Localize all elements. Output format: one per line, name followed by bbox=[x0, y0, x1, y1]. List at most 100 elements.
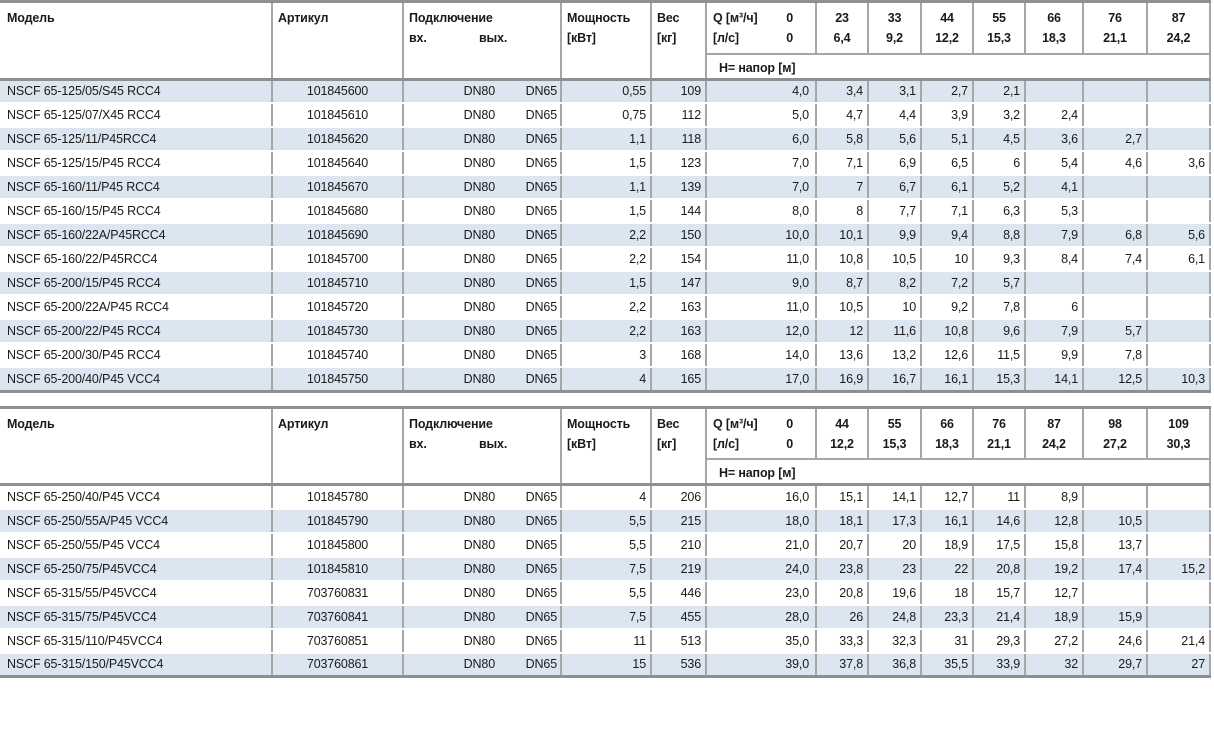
head-value bbox=[1147, 79, 1211, 104]
head-value bbox=[1083, 103, 1148, 128]
table-row: NSCF 65-315/75/P45VCC4 703760841 DN80 DN65 7… bbox=[0, 604, 1211, 630]
head-value: 4,5 bbox=[973, 127, 1026, 152]
head-value: 8,8 bbox=[973, 223, 1026, 248]
article-number: 101845610 bbox=[272, 103, 404, 128]
article-number: 101845740 bbox=[272, 343, 404, 368]
inlet-size: DN80 bbox=[403, 175, 498, 200]
weight-value: 118 bbox=[651, 127, 707, 152]
head-value: 15,3 bbox=[973, 367, 1026, 393]
head-value: 12,6 bbox=[921, 343, 974, 368]
model-name: NSCF 65-250/55A/P45 VCC4 bbox=[0, 508, 273, 534]
head-value bbox=[1083, 295, 1148, 320]
flow-column-header: 98 27,2 bbox=[1083, 407, 1148, 460]
outlet-size: DN65 bbox=[498, 367, 562, 393]
head-value: 33,9 bbox=[973, 652, 1026, 678]
table-row: NSCF 65-160/22A/P45RCC4 101845690 DN80 DN65… bbox=[0, 223, 1211, 248]
head-value: 7,9 bbox=[1025, 319, 1084, 344]
power-label: Мощность bbox=[567, 11, 631, 25]
head-value: 7,8 bbox=[973, 295, 1026, 320]
inlet-size: DN80 bbox=[403, 103, 498, 128]
head-value: 9,3 bbox=[973, 247, 1026, 272]
head-value: 5,1 bbox=[921, 127, 974, 152]
head-value: 6,5 bbox=[921, 151, 974, 176]
head-value: 8,0 bbox=[706, 199, 817, 224]
flow-ls-value: 18,3 bbox=[1042, 31, 1066, 45]
head-value: 5,8 bbox=[816, 127, 869, 152]
head-value: 10,5 bbox=[868, 247, 922, 272]
head-value: 12,5 bbox=[1083, 367, 1148, 393]
head-value: 7,8 bbox=[1083, 343, 1148, 368]
pump-table-nscf-65-125-200: Модель Артикул Подключение вх. вых. Мощн… bbox=[0, 0, 1211, 393]
article-number: 703760831 bbox=[272, 580, 404, 606]
inlet-size: DN80 bbox=[403, 532, 498, 558]
inlet-size: DN80 bbox=[403, 223, 498, 248]
inlet-size: DN80 bbox=[403, 151, 498, 176]
power-value: 2,2 bbox=[561, 295, 652, 320]
head-value: 2,1 bbox=[973, 79, 1026, 104]
flow-ls-label: [л/с] bbox=[713, 436, 739, 451]
head-value: 18,9 bbox=[1025, 604, 1084, 630]
head-value: 14,1 bbox=[1025, 367, 1084, 393]
head-value: 14,6 bbox=[973, 508, 1026, 534]
head-value bbox=[1147, 319, 1211, 344]
flow-column-header: 23 6,4 bbox=[816, 1, 869, 55]
head-value: 5,6 bbox=[1147, 223, 1211, 248]
connection-label: Подключение bbox=[409, 11, 493, 25]
head-value: 14,0 bbox=[706, 343, 817, 368]
outlet-size: DN65 bbox=[498, 652, 562, 678]
outlet-size: DN65 bbox=[498, 151, 562, 176]
head-value: 5,7 bbox=[973, 271, 1026, 296]
table-body: NSCF 65-125/05/S45 RCC4 101845600 DN80 DN65… bbox=[0, 79, 1211, 393]
flow-column-header: 66 18,3 bbox=[1025, 1, 1084, 55]
head-value: 13,6 bbox=[816, 343, 869, 368]
head-value: 33,3 bbox=[816, 628, 869, 654]
weight-value: 150 bbox=[651, 223, 707, 248]
article-number: 703760841 bbox=[272, 604, 404, 630]
head-value: 10 bbox=[868, 295, 922, 320]
article-number: 101845810 bbox=[272, 556, 404, 582]
head-value: 15,2 bbox=[1147, 556, 1211, 582]
outlet-size: DN65 bbox=[498, 508, 562, 534]
head-value: 7,9 bbox=[1025, 223, 1084, 248]
head-value: 4,0 bbox=[706, 79, 817, 104]
head-value bbox=[1147, 484, 1211, 510]
power-value: 15 bbox=[561, 652, 652, 678]
head-value bbox=[1147, 295, 1211, 320]
head-value bbox=[1083, 580, 1148, 606]
model-name: NSCF 65-160/11/P45 RCC4 bbox=[0, 175, 273, 200]
weight-value: 215 bbox=[651, 508, 707, 534]
inlet-size: DN80 bbox=[403, 343, 498, 368]
head-value: 19,6 bbox=[868, 580, 922, 606]
flow-column-header: 87 24,2 bbox=[1147, 1, 1211, 55]
head-value: 15,1 bbox=[816, 484, 869, 510]
col-header-model: Модель bbox=[0, 407, 273, 486]
table-row: NSCF 65-125/05/S45 RCC4 101845600 DN80 DN65… bbox=[0, 79, 1211, 104]
head-value: 10,8 bbox=[816, 247, 869, 272]
model-name: NSCF 65-200/22/P45 RCC4 bbox=[0, 319, 273, 344]
col-header-flow: Q [м³/ч] 0 [л/с] 0 bbox=[706, 407, 817, 460]
head-value: 11,0 bbox=[706, 295, 817, 320]
power-value: 7,5 bbox=[561, 604, 652, 630]
weight-value: 163 bbox=[651, 319, 707, 344]
table-row: NSCF 65-160/22/P45RCC4 101845700 DN80 DN65 2… bbox=[0, 247, 1211, 272]
power-value: 0,75 bbox=[561, 103, 652, 128]
head-value: 35,5 bbox=[921, 652, 974, 678]
flow-m3h-value: 33 bbox=[887, 11, 902, 25]
flow-m3h-value: 55 bbox=[887, 416, 902, 431]
head-value: 28,0 bbox=[706, 604, 817, 630]
flow-ls-value: 18,3 bbox=[935, 436, 959, 451]
flow-column-header: 33 9,2 bbox=[868, 1, 922, 55]
head-value: 9,4 bbox=[921, 223, 974, 248]
head-value: 6,3 bbox=[973, 199, 1026, 224]
model-name: NSCF 65-315/110/P45VCC4 bbox=[0, 628, 273, 654]
weight-unit-label: [кг] bbox=[657, 436, 677, 451]
article-number: 703760861 bbox=[272, 652, 404, 678]
power-value: 5,5 bbox=[561, 508, 652, 534]
power-value: 4 bbox=[561, 484, 652, 510]
header-row-columns: Модель Артикул Подключение вх. вых. Мощн… bbox=[0, 407, 1211, 486]
head-value: 12,7 bbox=[921, 484, 974, 510]
flow-m3h-value: 66 bbox=[940, 416, 954, 431]
head-value bbox=[1147, 103, 1211, 128]
table-header: Модель Артикул Подключение вх. вых. Мощн… bbox=[0, 407, 1211, 486]
weight-value: 123 bbox=[651, 151, 707, 176]
